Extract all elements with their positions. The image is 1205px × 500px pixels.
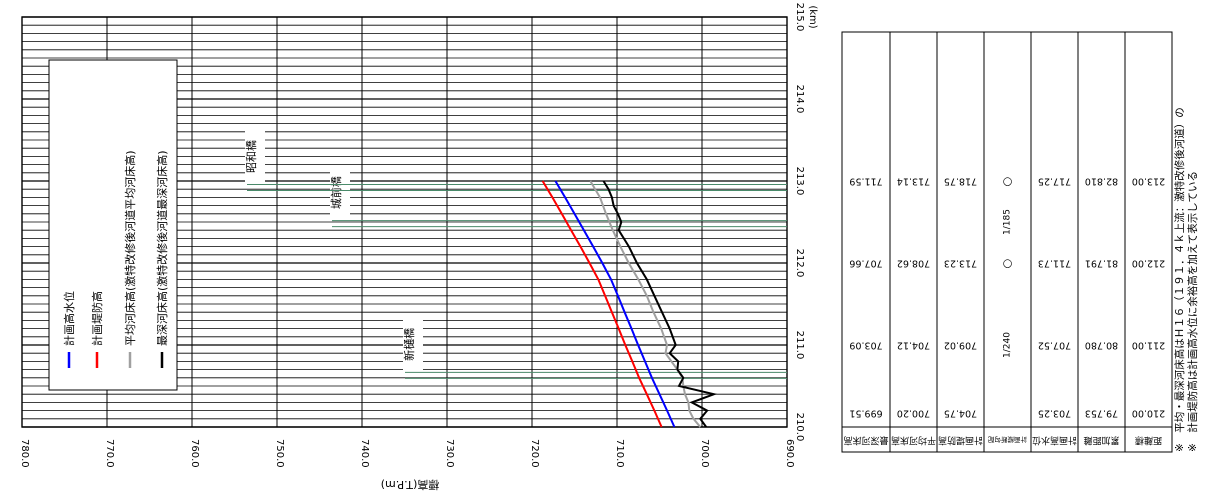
notes: ※ 平均・最深河床高はＨ１６（１９１．４ｋ上流：激特改修後河道）の ※ 計画堤防高… xyxy=(1173,107,1199,452)
table-row-header: 計画縦断勾配 xyxy=(988,436,1028,445)
legend-label: 計画堤防高 xyxy=(90,291,104,346)
legend-box xyxy=(48,59,178,391)
series-line xyxy=(541,180,663,428)
gradient-value: 1/240 xyxy=(1003,332,1013,358)
table-cell-value: 82.810 xyxy=(1085,176,1118,187)
x-axis-label: (km) xyxy=(807,5,818,28)
distance-tick-label: 210.0 xyxy=(794,413,805,442)
distance-tick-labels: 210.0 211.0 212.0 213.0 214.0 215.0 xyxy=(794,3,805,442)
table-cell-value: 80.780 xyxy=(1085,340,1118,351)
table-row-header: 距離標 xyxy=(1135,435,1162,447)
table-cell-value: 213.00 xyxy=(1132,176,1165,187)
table-cell-value: 81.791 xyxy=(1085,258,1118,269)
table-cell-value: 699.51 xyxy=(849,408,882,419)
table-cell-value: 709.02 xyxy=(944,340,977,351)
gradient-value: 1/185 xyxy=(1003,209,1013,235)
bridge-label: 城前橋 xyxy=(329,176,343,209)
table-cell-value: 79.753 xyxy=(1085,408,1118,419)
distance-tick-label: 211.0 xyxy=(794,331,805,360)
bridge-label: 新樋橋 xyxy=(402,328,416,361)
table-cell-value: 717.25 xyxy=(1038,176,1071,187)
table-row-header: 計画高水位 xyxy=(1032,435,1077,447)
table-cell-value: 704.12 xyxy=(897,340,930,351)
series-line xyxy=(589,180,702,428)
elevation-tick-label: 770.0 xyxy=(104,439,115,468)
table-cell-value: 704.75 xyxy=(944,408,977,419)
table-row-header: 計画堤防高 xyxy=(938,435,983,447)
table-cell-value: 703.09 xyxy=(849,340,882,351)
table-row-header: 平均河床高 xyxy=(891,435,936,447)
bridge-label-box xyxy=(403,317,423,372)
table-cell-value: 212.00 xyxy=(1132,258,1165,269)
distance-tick-label: 213.0 xyxy=(794,167,805,196)
elevation-tick-labels: 780.0 770.0 760.0 750.0 740.0 730.0 720.0 710.0… xyxy=(19,439,795,468)
y-axis-label: 標高(T.P.m) xyxy=(381,478,440,492)
bridge-label-box xyxy=(245,129,265,184)
note-line: ※ 計画堤防高は計画高水位に余裕高を加えて表示している xyxy=(1186,171,1199,452)
table-cell-value: 713.23 xyxy=(944,258,977,269)
table-frame xyxy=(841,31,1173,453)
table-cell-value: 703.25 xyxy=(1038,408,1071,419)
table-cell-value: 700.20 xyxy=(897,408,930,419)
table-cell-value: ○ xyxy=(1003,175,1013,188)
legend-label: 最深河床高(激特改修後河道最深河床高) xyxy=(155,150,169,346)
table-cell-value: 707.66 xyxy=(849,258,882,269)
table-cell-value: 210.00 xyxy=(1132,408,1165,419)
series-lines xyxy=(541,180,718,428)
table-row-header: 累加距離 xyxy=(1083,435,1119,447)
table-cell-value: 707.52 xyxy=(1038,340,1071,351)
table-cell-value: 708.62 xyxy=(897,258,930,269)
table-cell-value: 711.73 xyxy=(1038,258,1071,269)
series-line xyxy=(554,180,676,428)
legend-label: 計画高水位 xyxy=(62,291,76,346)
table-row-header: 最深河床高 xyxy=(843,435,888,447)
table-cell-value: 211.00 xyxy=(1132,340,1165,351)
elevation-tick-label: 720.0 xyxy=(529,439,540,468)
elevation-tick-label: 750.0 xyxy=(274,439,285,468)
plot-frame xyxy=(21,16,788,428)
elevation-tick-label: 730.0 xyxy=(444,439,455,468)
table-cell-value: 718.75 xyxy=(944,176,977,187)
note-line: ※ 平均・最深河床高はＨ１６（１９１．４ｋ上流：激特改修後河道）の xyxy=(1173,107,1186,452)
legend-label: 平均河床高(激特改修後河道平均河床高) xyxy=(123,150,137,346)
profile-chart: 780.0 770.0 760.0 750.0 740.0 730.0 720.0 710.0… xyxy=(19,3,818,492)
elevation-tick-label: 710.0 xyxy=(614,439,625,468)
elevation-tick-label: 780.0 xyxy=(19,439,30,468)
distance-tick-label: 214.0 xyxy=(794,85,805,114)
elevation-tick-label: 760.0 xyxy=(189,439,200,468)
bridge-label-box xyxy=(330,165,350,220)
legend: 計画高水位 計画堤防高 平均河床高(激特改修後河道平均河床高) 最深河床高(激特改修後… xyxy=(48,59,178,391)
bridges: 新樋橋 城前橋 昭和橋 xyxy=(244,129,787,379)
table-cell-value: 713.14 xyxy=(897,176,930,187)
series-line xyxy=(602,180,718,428)
table-cell-value: ○ xyxy=(1003,257,1013,270)
distance-tick-label: 215.0 xyxy=(794,3,805,32)
table-cell-value: 711.59 xyxy=(849,176,882,187)
bridge-label: 昭和橋 xyxy=(244,140,258,173)
distance-tick-label: 212.0 xyxy=(794,249,805,278)
elevation-tick-label: 700.0 xyxy=(699,439,710,468)
elevation-tick-label: 690.0 xyxy=(784,439,795,468)
elevation-tick-label: 740.0 xyxy=(359,439,370,468)
